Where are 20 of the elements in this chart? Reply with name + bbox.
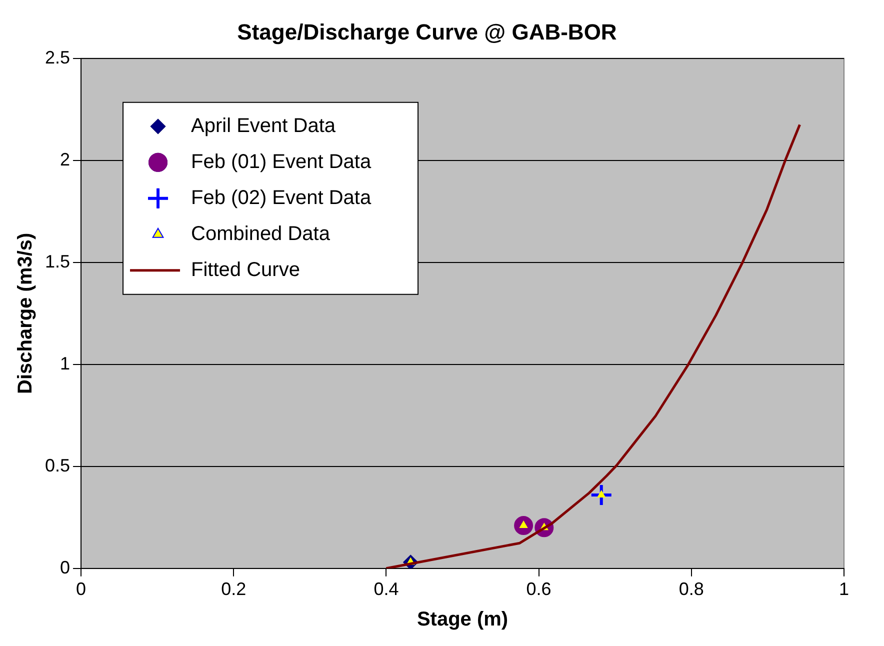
legend-label: Fitted Curve [191, 258, 300, 281]
x-tick-label: 1 [838, 579, 850, 600]
x-tick-label: 0.2 [221, 579, 246, 600]
x-tick-label: 0.8 [678, 579, 704, 600]
legend-label: Feb (01) Event Data [191, 150, 372, 173]
legend-label: Feb (02) Event Data [191, 186, 372, 209]
x-tick-label: 0 [76, 579, 86, 600]
y-axis-title: Discharge (m3/s) [14, 232, 37, 394]
x-tick-label: 0.6 [526, 579, 552, 600]
y-tick-label: 0.5 [44, 455, 70, 476]
x-tick-label: 0.4 [374, 579, 399, 600]
y-tick-label: 2 [60, 149, 70, 170]
chart-title: Stage/Discharge Curve @ GAB-BOR [237, 19, 617, 44]
y-tick-label: 1 [60, 353, 70, 374]
y-tick-label: 0 [60, 557, 70, 578]
legend-label: April Event Data [191, 114, 336, 137]
x-axis-title: Stage (m) [416, 608, 508, 631]
legend-label: Combined Data [191, 222, 331, 245]
y-tick-label: 2.5 [44, 47, 70, 68]
y-tick-label: 1.5 [44, 251, 70, 272]
